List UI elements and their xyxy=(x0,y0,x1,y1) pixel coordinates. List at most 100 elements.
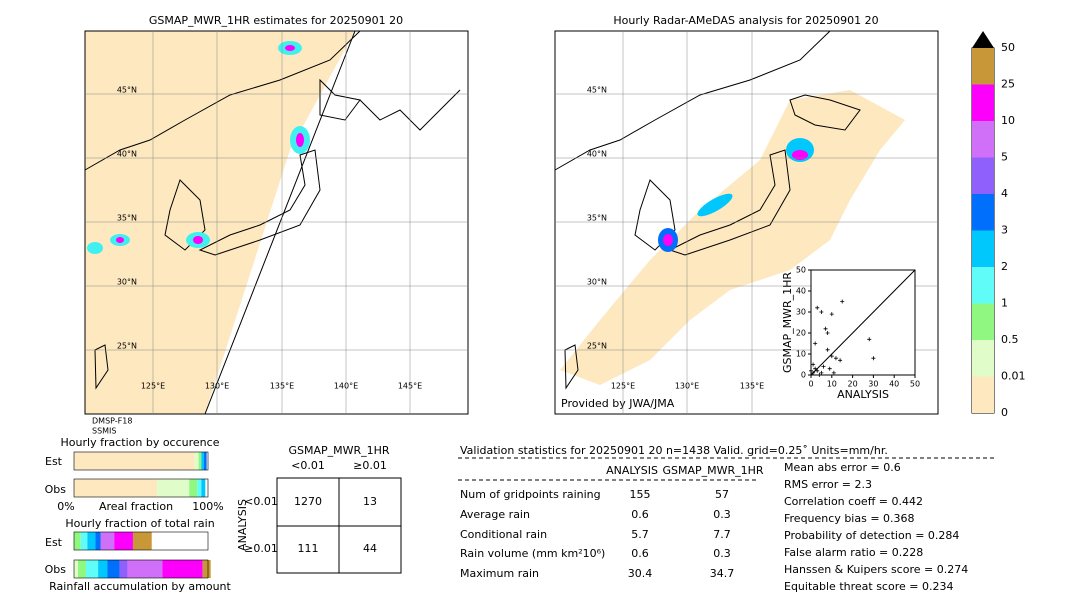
fraction-segment xyxy=(157,479,190,497)
satellite: DMSP-F18 xyxy=(92,417,132,426)
stat-value: 5.7 xyxy=(631,528,649,541)
rain-core xyxy=(116,45,304,244)
score: Mean abs error = 0.6 xyxy=(784,461,901,474)
axis-label: ANALYSIS xyxy=(236,499,249,551)
row-label: Obs xyxy=(45,483,67,496)
fraction-segment xyxy=(201,479,206,497)
point xyxy=(811,370,816,375)
point xyxy=(811,362,816,367)
x-tick-label: 0 xyxy=(808,380,813,389)
fraction-segment xyxy=(80,532,88,550)
y-tick-label: 20 xyxy=(796,329,806,338)
fraction-segment xyxy=(198,452,202,470)
colorbar-box xyxy=(972,267,994,304)
fraction-segment xyxy=(197,479,202,497)
colorbar-label: 3 xyxy=(1001,224,1008,237)
stat-label: Average rain xyxy=(460,508,530,521)
fraction-segment xyxy=(78,560,87,578)
map-frame xyxy=(554,30,939,415)
colorbar-box xyxy=(972,303,994,340)
axis-label: 100% xyxy=(192,500,223,513)
colorbar-box xyxy=(972,340,994,377)
validation-header: Validation statistics for 20250901 20 n=… xyxy=(460,444,888,457)
lat-label: 35°N xyxy=(117,214,137,223)
radar-coverage xyxy=(560,90,905,385)
bar-frame xyxy=(73,478,209,498)
fraction-segment xyxy=(87,532,96,550)
y-axis-label: GSMAP_MWR_1HR xyxy=(781,272,794,373)
colorbar-box xyxy=(972,84,994,121)
x-tick-label: 10 xyxy=(827,380,837,389)
y-tick-label: 30 xyxy=(796,308,806,317)
fraction-segment xyxy=(107,560,120,578)
point xyxy=(821,364,826,369)
fraction-segment xyxy=(203,452,207,470)
point xyxy=(819,370,824,375)
row-label: <0.01 xyxy=(244,495,278,508)
row-label: Obs xyxy=(45,563,67,576)
stat-value: 0.6 xyxy=(631,547,649,560)
lat-label: 40°N xyxy=(587,150,607,159)
panel-title: Hourly fraction of total rain xyxy=(65,517,214,530)
score: Correlation coeff = 0.442 xyxy=(784,495,923,508)
lon-label: 125°E xyxy=(141,382,165,391)
point xyxy=(840,299,845,304)
point xyxy=(813,341,818,346)
lat-label: 30°N xyxy=(117,278,137,287)
y-tick-label: 10 xyxy=(796,350,806,359)
coastline xyxy=(84,30,461,390)
axis-label: Areal fraction xyxy=(99,500,173,513)
radar-rain xyxy=(658,138,814,252)
fraction-segment xyxy=(74,532,81,550)
score: Frequency bias = 0.368 xyxy=(784,512,915,525)
point xyxy=(829,354,834,359)
point xyxy=(867,337,872,342)
colorbar-extend xyxy=(972,31,994,48)
score: Probability of detection = 0.284 xyxy=(784,529,959,542)
point xyxy=(817,373,822,377)
x-tick-label: 20 xyxy=(848,380,858,389)
colorbar-label: 25 xyxy=(1001,78,1015,91)
table-title: GSMAP_MWR_1HR xyxy=(288,444,389,457)
lon-label: 125°E xyxy=(611,382,635,391)
col-label: GSMAP_MWR_1HR xyxy=(662,464,763,477)
col-label: ≥0.01 xyxy=(353,459,387,472)
x-tick-label: 30 xyxy=(868,380,878,389)
x-axis-label: ANALYSIS xyxy=(837,388,889,401)
fraction-segment xyxy=(95,532,101,550)
stat-value: 0.3 xyxy=(713,508,731,521)
point xyxy=(813,366,818,371)
panel-footer: Rainfall accumulation by amount xyxy=(49,580,231,593)
fraction-segment xyxy=(114,532,133,550)
point xyxy=(825,347,830,352)
cell-value: 1270 xyxy=(294,495,322,508)
x-tick-label: 40 xyxy=(889,380,899,389)
fraction-segment xyxy=(162,560,203,578)
point xyxy=(809,368,813,373)
lon-label: 135°E xyxy=(740,382,764,391)
point xyxy=(831,370,836,375)
lon-label: 145°E xyxy=(398,382,422,391)
point xyxy=(833,356,838,361)
score: RMS error = 2.3 xyxy=(784,478,872,491)
col-label: ANALYSIS xyxy=(606,464,658,477)
credit: Provided by JWA/JMA xyxy=(561,397,675,410)
stat-value: 57 xyxy=(715,488,729,501)
fraction-segment xyxy=(127,560,163,578)
stat-value: 155 xyxy=(630,488,651,501)
colorbar-box xyxy=(972,121,994,158)
score: False alarm ratio = 0.228 xyxy=(784,546,923,559)
lon-label: 140°E xyxy=(334,382,358,391)
point xyxy=(815,305,820,310)
colorbar-label: 5 xyxy=(1001,151,1008,164)
lon-label: 135°E xyxy=(270,382,294,391)
lon-label: 130°E xyxy=(205,382,229,391)
fraction-segment xyxy=(98,560,108,578)
point xyxy=(823,326,828,331)
fraction-segment xyxy=(194,452,199,470)
point xyxy=(825,331,830,335)
diagonal xyxy=(810,269,916,376)
col-label: <0.01 xyxy=(291,459,325,472)
point xyxy=(871,356,876,361)
